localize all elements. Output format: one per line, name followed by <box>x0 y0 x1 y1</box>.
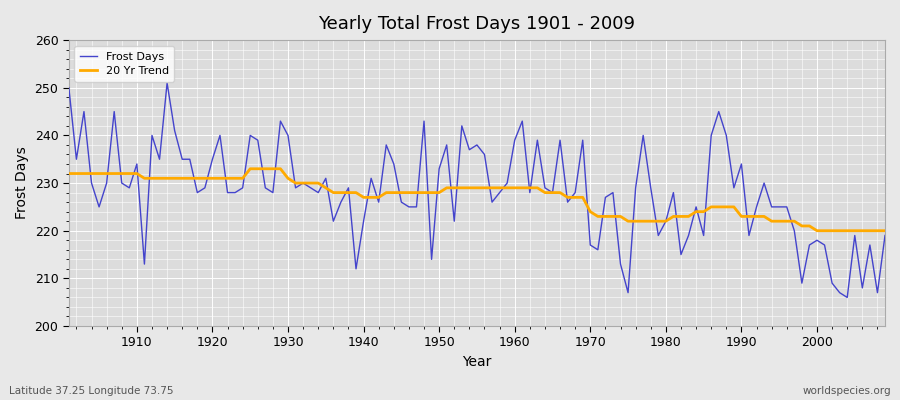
20 Yr Trend <box>124 171 135 176</box>
Text: Latitude 37.25 Longitude 73.75: Latitude 37.25 Longitude 73.75 <box>9 386 174 396</box>
X-axis label: Year: Year <box>463 355 491 369</box>
Frost Days <box>509 138 520 142</box>
Frost Days <box>343 186 354 190</box>
20 Yr Trend <box>343 190 354 195</box>
Frost Days <box>842 295 852 300</box>
20 Yr Trend <box>298 181 309 186</box>
Frost Days <box>124 186 135 190</box>
Frost Days <box>63 85 74 90</box>
20 Yr Trend <box>509 186 520 190</box>
Frost Days <box>517 119 527 124</box>
20 Yr Trend <box>608 214 618 219</box>
Line: 20 Yr Trend: 20 Yr Trend <box>68 169 885 231</box>
20 Yr Trend <box>879 228 890 233</box>
Frost Days <box>879 233 890 238</box>
20 Yr Trend <box>245 166 256 171</box>
Title: Yearly Total Frost Days 1901 - 2009: Yearly Total Frost Days 1901 - 2009 <box>319 15 635 33</box>
20 Yr Trend <box>517 186 527 190</box>
20 Yr Trend <box>63 171 74 176</box>
Y-axis label: Frost Days: Frost Days <box>15 147 29 220</box>
Text: worldspecies.org: worldspecies.org <box>803 386 891 396</box>
Frost Days <box>162 80 173 85</box>
Line: Frost Days: Frost Days <box>68 83 885 298</box>
20 Yr Trend <box>812 228 823 233</box>
Legend: Frost Days, 20 Yr Trend: Frost Days, 20 Yr Trend <box>75 46 175 82</box>
Frost Days <box>298 181 309 186</box>
Frost Days <box>608 190 618 195</box>
